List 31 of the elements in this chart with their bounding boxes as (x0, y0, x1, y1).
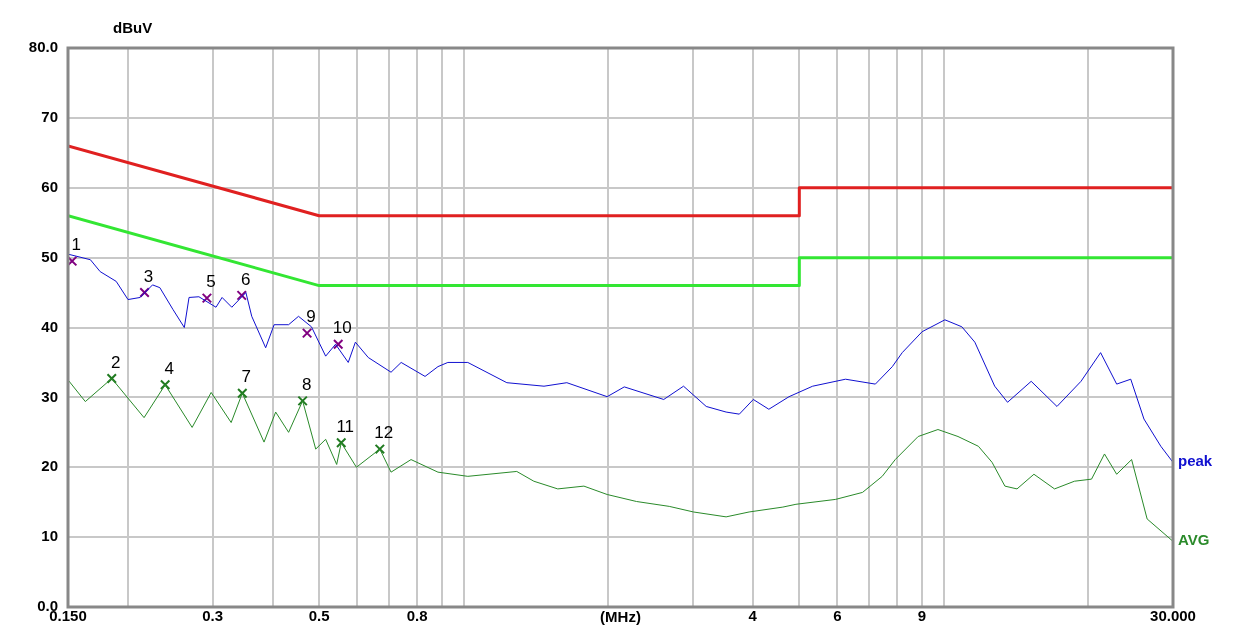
annotation: 2 (111, 352, 121, 372)
x-tick-label: 0.3 (202, 607, 223, 625)
annotation: 4 (164, 358, 174, 378)
series-label: peak (1178, 452, 1213, 470)
y-tick-label: 50 (41, 247, 58, 265)
y-tick-label: 40 (41, 317, 58, 335)
y-tick-label: 60 (41, 177, 58, 195)
annotation: 12 (374, 423, 394, 443)
y-tick-label: 80.0 (28, 38, 58, 56)
annotation: 8 (301, 375, 312, 395)
annotation: 9 (306, 307, 316, 327)
annotation: 5 (206, 272, 216, 292)
y-tick-label: 70 (41, 108, 58, 126)
x-axis-title: (MHz) (600, 607, 641, 625)
x-tick-label: 0.8 (406, 607, 428, 625)
y-tick-label: 10 (41, 527, 58, 545)
series-label: AVG (1178, 531, 1210, 549)
x-tick-label: 4 (748, 607, 758, 625)
y-axis-title: dBuV (113, 18, 153, 36)
annotation: 6 (240, 269, 251, 289)
x-tick-label: 9 (917, 607, 927, 625)
x-tick-label: 30.000 (1150, 607, 1196, 625)
y-tick-label: 30 (41, 387, 58, 405)
annotation: 7 (241, 367, 252, 387)
x-tick-label: 0.5 (308, 607, 330, 625)
annotation: 1 (71, 235, 81, 255)
annotation: 3 (143, 266, 154, 286)
y-tick-label: 20 (41, 457, 58, 475)
annotation: 10 (332, 318, 352, 338)
annotation: 11 (336, 416, 355, 436)
x-tick-label: 6 (833, 607, 842, 625)
